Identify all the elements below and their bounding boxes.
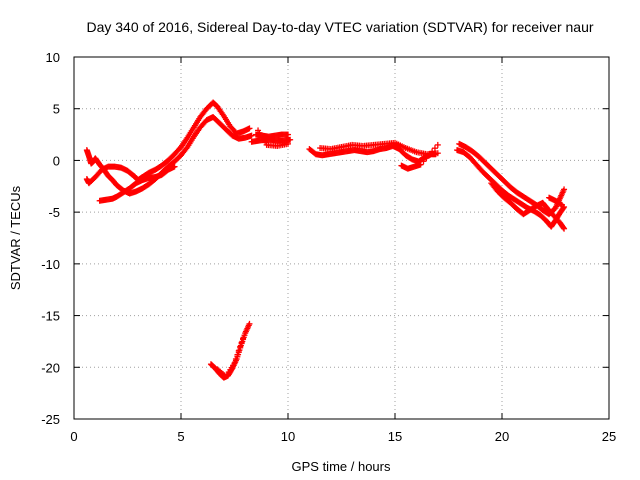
data-point <box>285 140 291 147</box>
y-tick-label: 0 <box>53 153 60 168</box>
data-point <box>287 136 294 143</box>
data-point <box>235 347 242 354</box>
x-tick-label: 20 <box>495 429 509 444</box>
grid-lines <box>74 57 609 419</box>
data-point <box>429 148 436 155</box>
data-point <box>171 163 178 170</box>
data-point <box>431 145 438 152</box>
data-point <box>246 125 253 132</box>
series-arc6 <box>317 139 441 172</box>
data-point <box>237 343 244 350</box>
y-tick-label: 10 <box>46 50 60 65</box>
data-point <box>557 201 564 208</box>
y-axis-label: SDTVAR / TECUs <box>8 185 23 290</box>
data-point <box>232 356 239 363</box>
series-arc2 <box>83 99 253 187</box>
chart-title: Day 340 of 2016, Sidereal Day-to-day VTE… <box>86 19 593 35</box>
data-point <box>285 131 291 138</box>
x-axis-label: GPS time / hours <box>292 459 391 474</box>
data-point <box>248 132 255 139</box>
series-arc3 <box>96 163 178 204</box>
data-point <box>240 335 247 342</box>
data-point <box>420 158 427 165</box>
x-tick-label: 0 <box>70 429 77 444</box>
x-tick-label: 15 <box>388 429 402 444</box>
y-tick-label: 5 <box>53 102 60 117</box>
x-tick-label: 5 <box>177 429 184 444</box>
series-arc4 <box>248 127 294 149</box>
data-point <box>560 224 567 231</box>
series-arc9 <box>488 180 568 232</box>
x-axis-ticks: 0 5 10 15 20 25 <box>70 57 616 444</box>
y-tick-label: -25 <box>41 412 60 427</box>
data-point <box>558 201 565 208</box>
y-tick-label: -20 <box>41 360 60 375</box>
data-point <box>561 186 568 193</box>
data-point <box>423 155 430 162</box>
data-point <box>231 360 238 367</box>
data-point <box>246 320 253 327</box>
y-tick-label: -15 <box>41 309 60 324</box>
plot-frame <box>73 56 610 420</box>
x-tick-label: 25 <box>602 429 616 444</box>
data-point <box>238 339 245 346</box>
data-point <box>561 225 568 232</box>
y-axis-ticks: -25 -20 -15 -10 -5 0 5 10 <box>41 50 609 427</box>
data-point <box>560 205 567 212</box>
data-point <box>434 141 441 148</box>
x-tick-label: 10 <box>281 429 295 444</box>
data-point <box>417 161 424 168</box>
series-arc10 <box>207 320 253 381</box>
data-point <box>434 150 441 157</box>
y-tick-label: -10 <box>41 257 60 272</box>
y-tick-label: -5 <box>48 205 60 220</box>
data-point <box>234 351 241 358</box>
data-point <box>426 151 433 158</box>
data-points <box>83 99 568 381</box>
